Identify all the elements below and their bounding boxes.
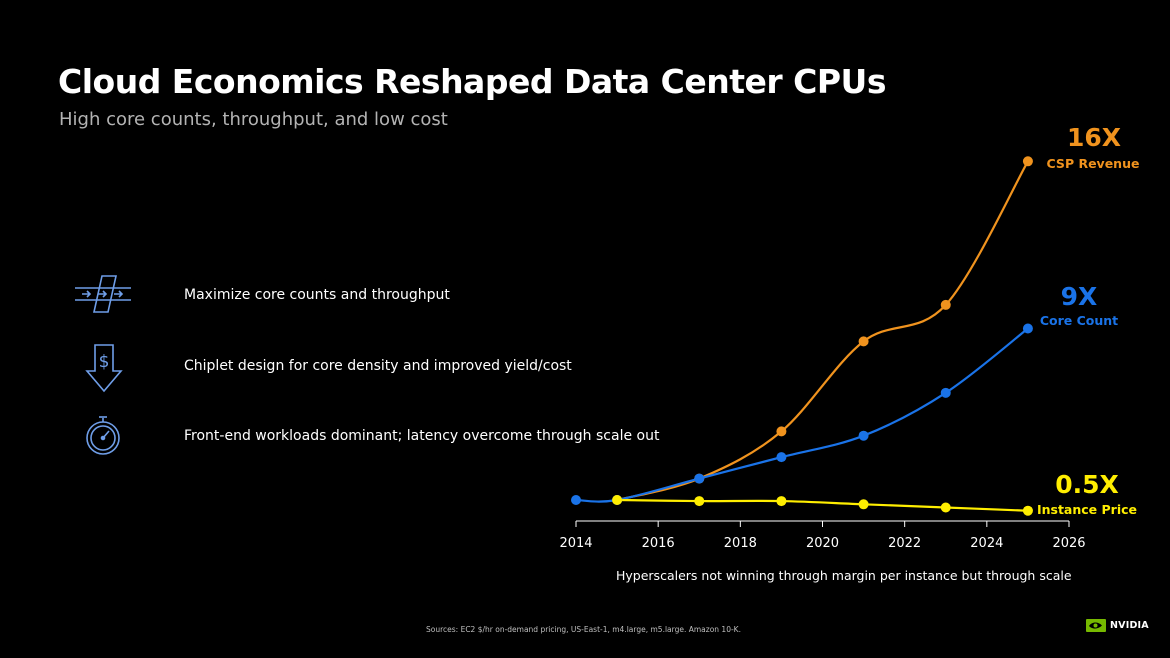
x-tick-label: 2026 bbox=[1052, 536, 1085, 551]
yellow-series-name: Instance Price bbox=[1037, 502, 1137, 517]
series-lines bbox=[575, 160, 1029, 512]
blue-data-point bbox=[776, 452, 787, 463]
yellow-data-point bbox=[1022, 505, 1033, 516]
orange-data-point bbox=[1022, 156, 1033, 167]
bullet-text: Front-end workloads dominant; latency ov… bbox=[184, 428, 660, 444]
yellow-multiplier-label: 0.5X bbox=[1055, 470, 1119, 499]
throughput-arrows-icon bbox=[74, 272, 134, 320]
yellow-series-line bbox=[617, 498, 1028, 512]
series-labels: 16X CSP Revenue 9X Core Count 0.5X Instance P… bbox=[1037, 123, 1139, 517]
x-tick-label: 2024 bbox=[970, 536, 1003, 551]
sources-note: Sources: EC2 $/hr on-demand pricing, US-… bbox=[426, 625, 741, 634]
nvidia-logo: NVIDIA bbox=[1086, 617, 1149, 633]
series-points bbox=[571, 156, 1033, 516]
x-tick-label: 2020 bbox=[806, 536, 839, 551]
slide-title: Cloud Economics Reshaped Data Center CPU… bbox=[58, 62, 887, 101]
dollar-down-arrow-icon: $ bbox=[74, 343, 134, 393]
orange-data-point bbox=[940, 299, 951, 310]
blue-series-name: Core Count bbox=[1040, 313, 1118, 328]
yellow-data-point bbox=[940, 502, 951, 513]
x-tick-label: 2014 bbox=[559, 536, 592, 551]
bullet-text: Maximize core counts and throughput bbox=[184, 287, 450, 303]
blue-data-point bbox=[571, 495, 581, 505]
blue-series-line bbox=[575, 327, 1029, 503]
x-tick-label: 2016 bbox=[642, 536, 675, 551]
orange-multiplier-label: 16X bbox=[1067, 123, 1121, 152]
slide-subtitle: High core counts, throughput, and low co… bbox=[59, 109, 448, 130]
logo-wordmark: NVIDIA bbox=[1110, 619, 1149, 631]
bullet-chiplet: $ Chiplet design for core density and im… bbox=[74, 343, 594, 393]
yellow-data-point bbox=[612, 495, 623, 505]
bullet-text: Chiplet design for core density and impr… bbox=[184, 358, 572, 374]
blue-data-point bbox=[940, 387, 951, 398]
blue-data-point bbox=[694, 473, 705, 484]
yellow-data-point bbox=[858, 499, 869, 510]
blue-data-point bbox=[858, 430, 869, 441]
blue-data-point bbox=[1022, 323, 1033, 334]
stopwatch-icon bbox=[74, 413, 134, 461]
yellow-data-point bbox=[776, 496, 787, 507]
bullet-throughput: Maximize core counts and throughput bbox=[74, 272, 594, 322]
chart-caption: Hyperscalers not winning through margin … bbox=[616, 568, 1072, 583]
x-tick-label: 2018 bbox=[724, 536, 757, 551]
blue-multiplier-label: 9X bbox=[1061, 282, 1098, 311]
orange-data-point bbox=[858, 336, 869, 347]
x-axis: 2014 2016 2018 2020 2022 2024 2026 bbox=[559, 520, 1086, 551]
nvidia-eye-icon bbox=[1086, 618, 1106, 632]
orange-series-line bbox=[616, 160, 1029, 502]
bullet-latency: Front-end workloads dominant; latency ov… bbox=[74, 413, 659, 463]
orange-data-point bbox=[776, 426, 787, 437]
x-tick-label: 2022 bbox=[888, 536, 921, 551]
orange-series-name: CSP Revenue bbox=[1047, 156, 1140, 171]
svg-text:$: $ bbox=[99, 352, 110, 372]
yellow-data-point bbox=[694, 496, 705, 507]
